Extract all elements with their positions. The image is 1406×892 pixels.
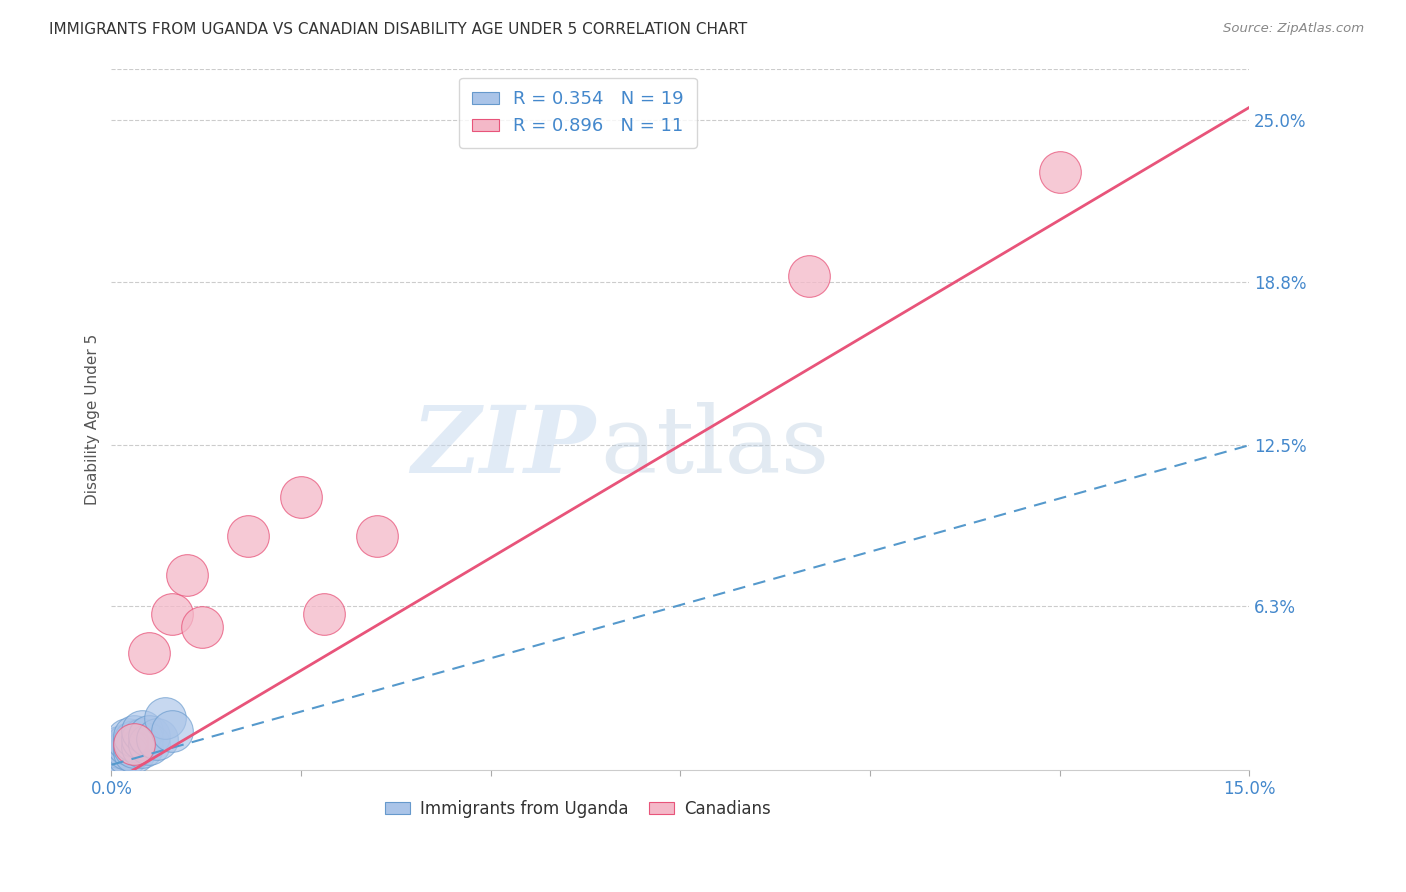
Point bbox=[108, 745, 131, 759]
Point bbox=[146, 731, 169, 746]
Text: Source: ZipAtlas.com: Source: ZipAtlas.com bbox=[1223, 22, 1364, 36]
Point bbox=[122, 739, 145, 754]
Text: IMMIGRANTS FROM UGANDA VS CANADIAN DISABILITY AGE UNDER 5 CORRELATION CHART: IMMIGRANTS FROM UGANDA VS CANADIAN DISAB… bbox=[49, 22, 748, 37]
Point bbox=[160, 607, 183, 621]
Text: ZIP: ZIP bbox=[411, 402, 595, 492]
Point bbox=[153, 711, 176, 725]
Point bbox=[131, 724, 153, 739]
Text: atlas: atlas bbox=[600, 402, 830, 492]
Point bbox=[122, 734, 145, 748]
Point bbox=[108, 750, 131, 764]
Point bbox=[131, 739, 153, 754]
Point bbox=[799, 269, 821, 284]
Point bbox=[138, 646, 160, 660]
Y-axis label: Disability Age Under 5: Disability Age Under 5 bbox=[86, 334, 100, 505]
Point bbox=[131, 731, 153, 746]
Point bbox=[122, 745, 145, 759]
Point bbox=[312, 607, 335, 621]
Point bbox=[160, 724, 183, 739]
Point bbox=[176, 568, 198, 582]
Point bbox=[108, 739, 131, 754]
Point bbox=[115, 742, 138, 756]
Point bbox=[236, 529, 259, 543]
Point bbox=[191, 620, 214, 634]
Point bbox=[115, 731, 138, 746]
Point bbox=[138, 729, 160, 743]
Legend: Immigrants from Uganda, Canadians: Immigrants from Uganda, Canadians bbox=[378, 794, 778, 825]
Point bbox=[290, 490, 312, 504]
Point bbox=[115, 747, 138, 762]
Point bbox=[138, 737, 160, 751]
Point bbox=[1049, 165, 1071, 179]
Point bbox=[122, 737, 145, 751]
Point bbox=[122, 729, 145, 743]
Point bbox=[115, 737, 138, 751]
Point bbox=[366, 529, 388, 543]
